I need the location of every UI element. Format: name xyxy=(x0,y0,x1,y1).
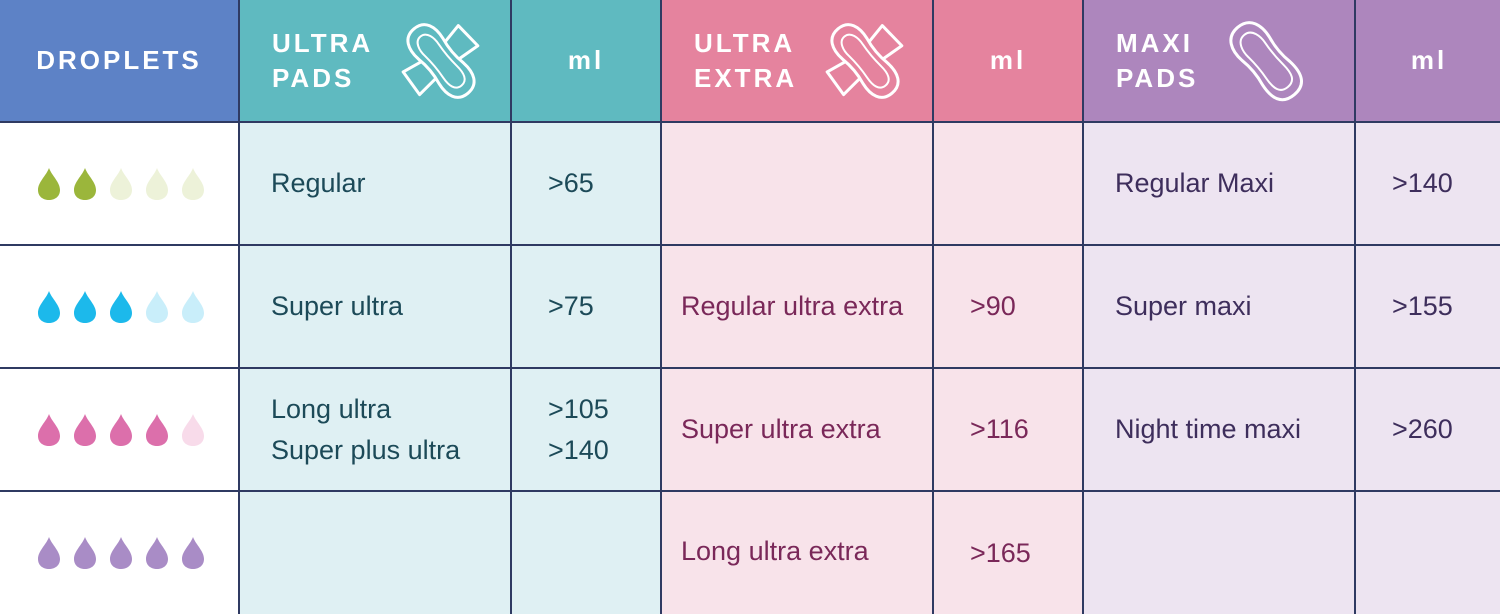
ml-value: >75 xyxy=(548,291,594,321)
pad-name: Regular ultra extra xyxy=(681,291,904,321)
pad-name: Super ultra extra xyxy=(681,414,881,444)
pad-name: Super maxi xyxy=(1115,291,1252,321)
droplet-filled-icon xyxy=(74,537,96,569)
droplet-filled-icon xyxy=(38,537,60,569)
ultra-pad-name xyxy=(240,492,510,614)
ultra-pad-ml: >75 xyxy=(512,246,660,367)
ultra-pads-header-line2: PADS xyxy=(272,62,355,93)
droplet-filled-icon xyxy=(74,167,96,200)
droplet-empty-icon xyxy=(182,413,204,446)
maxi-pad-ml: >155 xyxy=(1356,246,1500,367)
ultra-extra-ml: >116 xyxy=(934,369,1082,490)
ultra-extra-header-line2: EXTRA xyxy=(694,62,798,93)
ml-value: >140 xyxy=(548,434,609,465)
droplet-empty-icon xyxy=(182,290,204,323)
ultra-pad-ml: >105 >140 xyxy=(512,369,660,490)
ultra-extra-name: Long ultra extra xyxy=(662,492,932,614)
ultra-extra-name xyxy=(662,123,932,244)
ml-value: >260 xyxy=(1392,414,1453,444)
droplet-rating xyxy=(0,123,238,244)
droplet-filled-icon xyxy=(110,413,132,446)
ultra-ml-header: ml xyxy=(512,0,660,121)
droplet-filled-icon xyxy=(182,537,204,569)
winged-pad-icon xyxy=(825,22,904,99)
ultra-ml-header-label: ml xyxy=(567,45,605,75)
ultra-extra-ml-header-label: ml xyxy=(989,45,1027,75)
ultra-pad-ml: >65 xyxy=(512,123,660,244)
pad-name: Regular xyxy=(271,168,366,198)
ml-value: >90 xyxy=(970,291,1016,321)
droplet-rating xyxy=(0,369,238,490)
maxi-pad-ml xyxy=(1356,492,1500,614)
ml-value: >140 xyxy=(1392,168,1453,198)
maxi-pad-name: Super maxi xyxy=(1084,246,1354,367)
droplet-rating xyxy=(0,492,238,614)
droplets-header: DROPLETS xyxy=(0,0,238,121)
ml-value: >165 xyxy=(970,537,1031,568)
maxi-ml-header-label: ml xyxy=(1410,45,1448,75)
ml-value: >105 xyxy=(548,393,609,424)
pad-name: Super plus ultra xyxy=(271,434,461,465)
droplet-filled-icon xyxy=(38,413,60,446)
maxi-pads-header: MAXI PADS xyxy=(1084,0,1354,121)
ultra-pad-name: Regular xyxy=(240,123,510,244)
pad-name: Regular Maxi xyxy=(1115,168,1275,198)
maxi-pads-header-line2: PADS xyxy=(1116,62,1199,93)
ml-value: >155 xyxy=(1392,291,1453,321)
maxi-pad-name: Night time maxi xyxy=(1084,369,1354,490)
ultra-extra-ml xyxy=(934,123,1082,244)
pad-name: Super ultra xyxy=(271,291,404,321)
droplet-filled-icon xyxy=(110,537,132,569)
droplet-rating xyxy=(0,246,238,367)
maxi-pad-name: Regular Maxi xyxy=(1084,123,1354,244)
ultra-extra-ml: >90 xyxy=(934,246,1082,367)
droplet-filled-icon xyxy=(146,413,168,446)
maxi-pad-ml: >140 xyxy=(1356,123,1500,244)
ultra-extra-header: ULTRA EXTRA xyxy=(662,0,932,121)
ultra-extra-name: Regular ultra extra xyxy=(662,246,932,367)
droplet-empty-icon xyxy=(110,167,132,200)
ultra-pads-header-line1: ULTRA xyxy=(272,27,374,58)
maxi-pad-ml: >260 xyxy=(1356,369,1500,490)
droplet-empty-icon xyxy=(182,167,204,200)
maxi-pad-name xyxy=(1084,492,1354,614)
ultra-pad-name: Long ultra Super plus ultra xyxy=(240,369,510,490)
winged-pad-icon xyxy=(401,22,480,99)
droplet-filled-icon xyxy=(110,290,132,323)
pad-name: Long ultra extra xyxy=(681,535,869,566)
maxi-ml-header: ml xyxy=(1356,0,1500,121)
ultra-pads-header: ULTRA PADS xyxy=(240,0,510,121)
ultra-extra-ml-header: ml xyxy=(934,0,1082,121)
ultra-extra-name: Super ultra extra xyxy=(662,369,932,490)
ultra-pad-ml xyxy=(512,492,660,614)
ml-value: >65 xyxy=(548,168,594,198)
droplet-filled-icon xyxy=(38,167,60,200)
ultra-pad-name: Super ultra xyxy=(240,246,510,367)
maxi-pad-icon xyxy=(1229,20,1304,101)
droplet-filled-icon xyxy=(38,290,60,323)
droplet-filled-icon xyxy=(146,537,168,569)
droplet-filled-icon xyxy=(74,413,96,446)
maxi-pads-header-line1: MAXI xyxy=(1116,27,1193,58)
ultra-extra-header-line1: ULTRA xyxy=(694,27,796,58)
ultra-extra-ml: >165 xyxy=(934,492,1082,614)
droplet-empty-icon xyxy=(146,167,168,200)
pad-name: Long ultra xyxy=(271,393,392,424)
droplets-header-label: DROPLETS xyxy=(36,45,202,75)
pad-name: Night time maxi xyxy=(1115,414,1302,444)
droplet-empty-icon xyxy=(146,290,168,323)
droplet-filled-icon xyxy=(74,290,96,323)
ml-value: >116 xyxy=(970,414,1029,444)
